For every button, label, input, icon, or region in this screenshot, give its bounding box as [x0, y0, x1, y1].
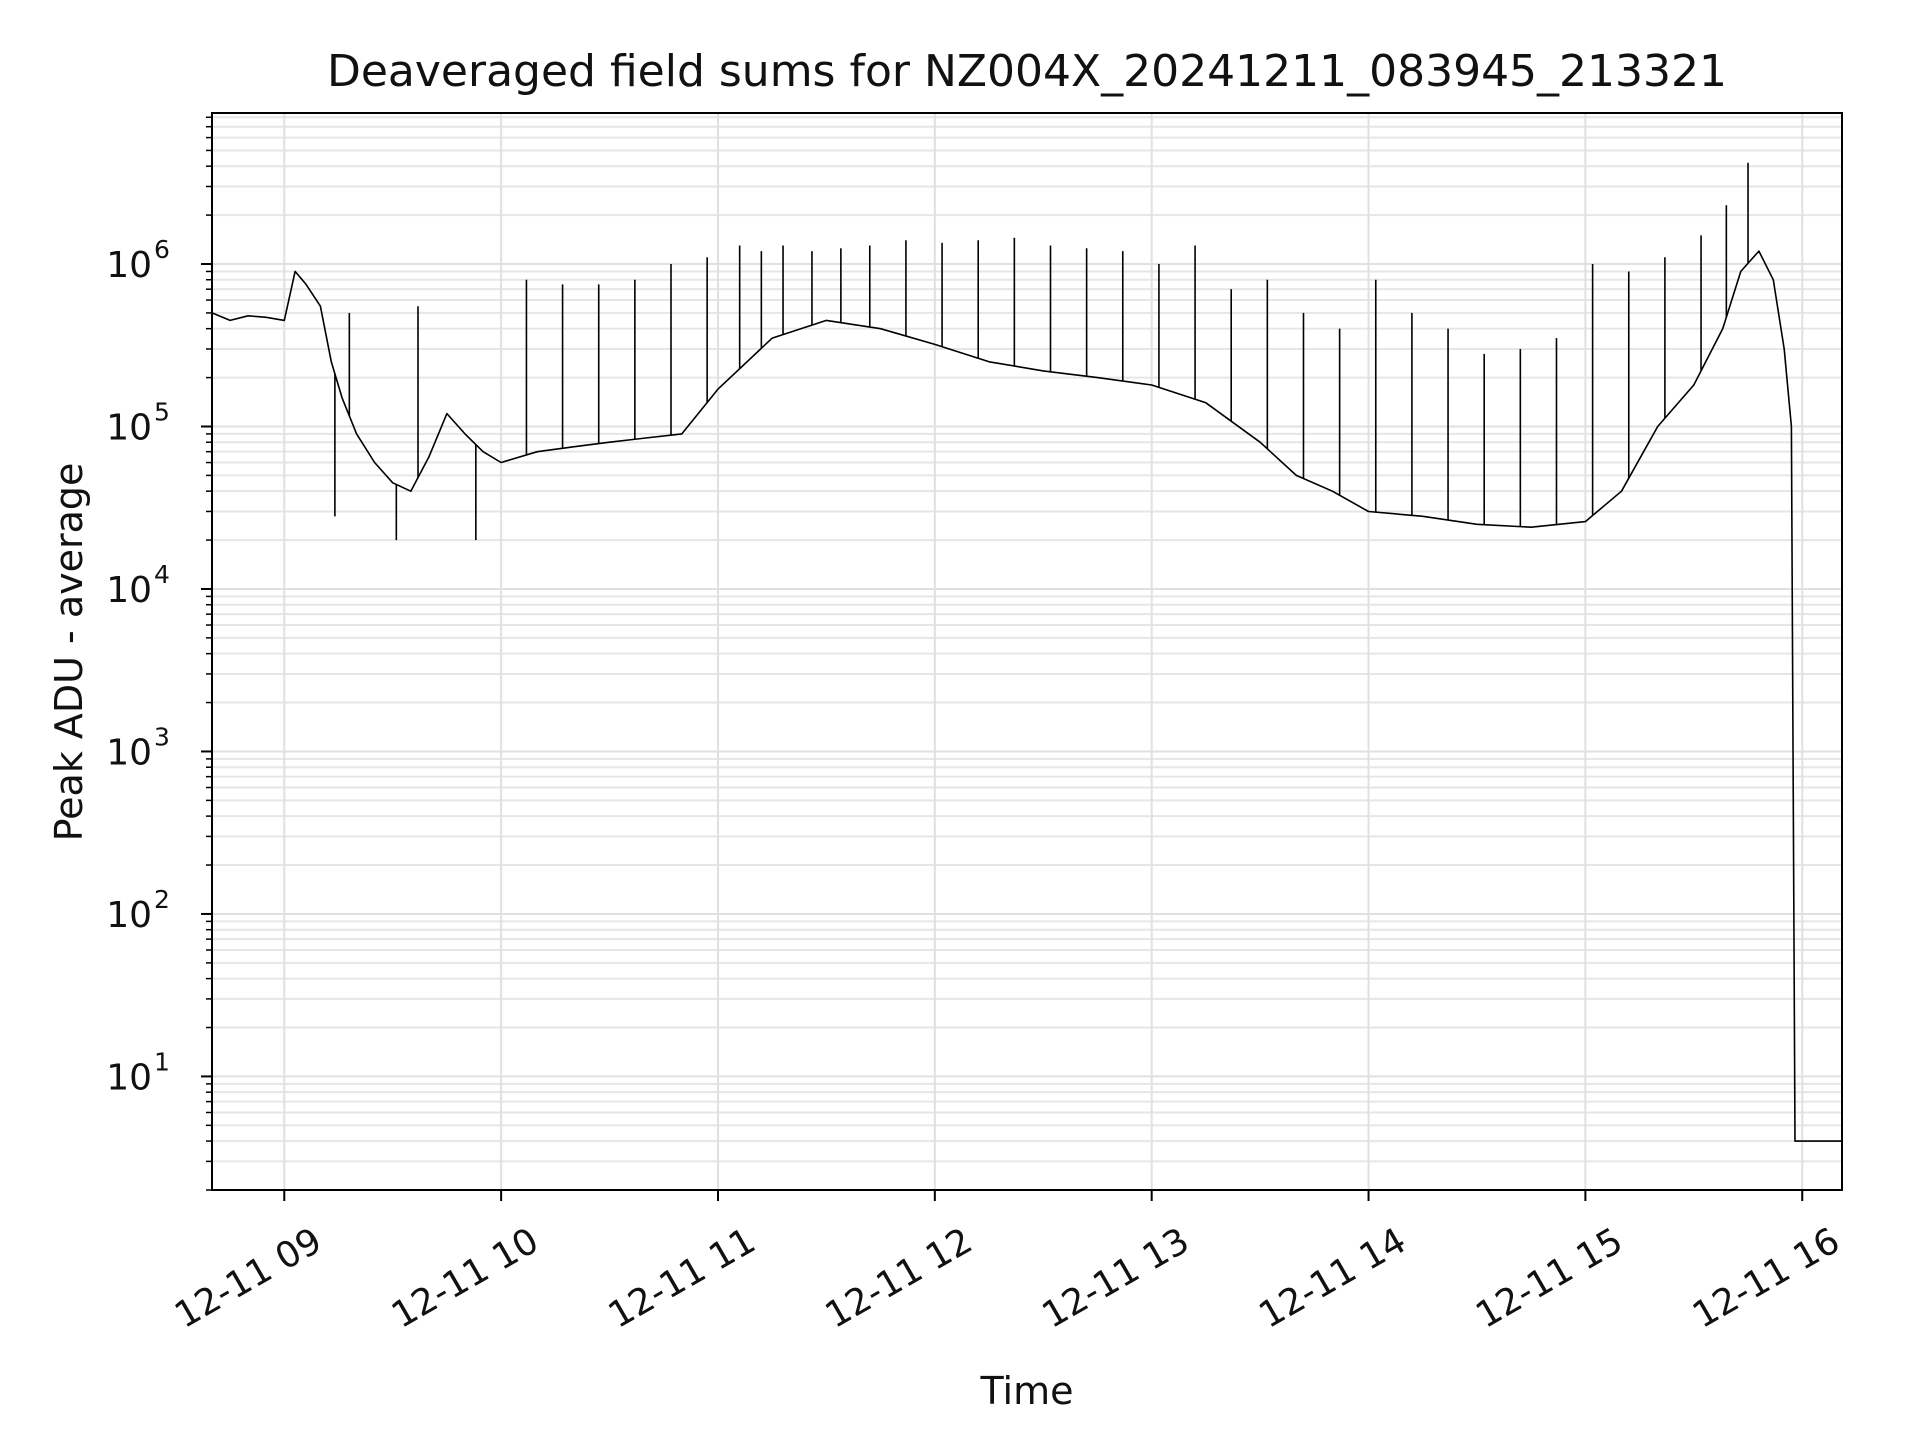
- plot-frame: [211, 112, 1843, 1191]
- y-tick-label: 10: [106, 407, 152, 448]
- series-line: [211, 250, 1842, 1142]
- y-tick-exponent: 1: [154, 1047, 170, 1076]
- y-tick-exponent: 3: [154, 722, 170, 751]
- y-axis-label: Peak ADU - average: [47, 463, 91, 842]
- y-tick-exponent: 5: [154, 397, 170, 426]
- grid: [212, 113, 1842, 1191]
- y-tick-label: 10: [106, 570, 152, 611]
- ticks: [201, 116, 1804, 1201]
- y-tick-label: 10: [106, 245, 152, 286]
- y-tick-label: 10: [106, 732, 152, 773]
- y-tick-exponent: 4: [154, 560, 170, 589]
- y-tick-exponent: 2: [154, 885, 170, 914]
- x-axis-label: Time: [980, 1369, 1074, 1413]
- y-tick-label: 10: [106, 895, 152, 936]
- series-layer: [211, 162, 1842, 1142]
- y-tick-exponent: 6: [154, 235, 170, 264]
- chart-title: Deaveraged field sums for NZ004X_2024121…: [327, 46, 1727, 97]
- y-tick-label: 10: [106, 1057, 152, 1098]
